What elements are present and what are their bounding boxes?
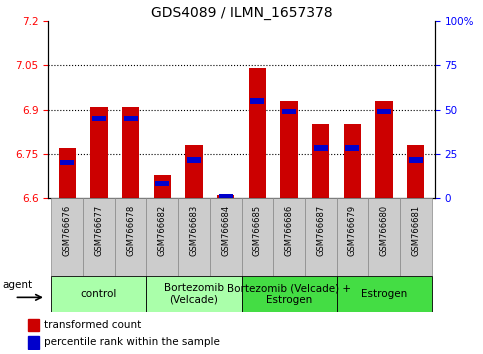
Bar bbox=[28, 336, 40, 349]
Bar bbox=[337, 276, 431, 312]
Bar bbox=[313, 145, 328, 151]
Bar bbox=[83, 198, 115, 276]
Text: GSM766681: GSM766681 bbox=[411, 205, 420, 256]
Bar bbox=[28, 319, 40, 331]
Bar bbox=[343, 125, 361, 198]
Text: Bortezomib (Velcade) +
Estrogen: Bortezomib (Velcade) + Estrogen bbox=[227, 283, 351, 305]
Bar bbox=[250, 98, 265, 104]
Text: agent: agent bbox=[2, 280, 32, 290]
Bar bbox=[218, 194, 233, 199]
Bar bbox=[375, 101, 393, 198]
Bar bbox=[337, 198, 368, 276]
Text: GSM766685: GSM766685 bbox=[253, 205, 262, 256]
Bar bbox=[146, 276, 242, 312]
Text: Estrogen: Estrogen bbox=[361, 289, 407, 299]
Text: transformed count: transformed count bbox=[44, 320, 141, 330]
Bar bbox=[185, 145, 203, 198]
Text: GSM766678: GSM766678 bbox=[126, 205, 135, 256]
Bar bbox=[377, 109, 391, 114]
Text: GSM766680: GSM766680 bbox=[380, 205, 388, 256]
Bar bbox=[242, 198, 273, 276]
Bar bbox=[305, 198, 337, 276]
Bar bbox=[92, 116, 106, 121]
Bar bbox=[345, 145, 359, 151]
Bar bbox=[368, 198, 400, 276]
Text: GSM766679: GSM766679 bbox=[348, 205, 357, 256]
Bar bbox=[409, 157, 423, 162]
Bar bbox=[312, 125, 329, 198]
Title: GDS4089 / ILMN_1657378: GDS4089 / ILMN_1657378 bbox=[151, 6, 332, 20]
Bar bbox=[273, 198, 305, 276]
Bar bbox=[154, 175, 171, 198]
Text: GSM766676: GSM766676 bbox=[63, 205, 72, 256]
Bar bbox=[407, 145, 425, 198]
Bar bbox=[122, 107, 140, 198]
Bar bbox=[146, 198, 178, 276]
Text: GSM766684: GSM766684 bbox=[221, 205, 230, 256]
Text: GSM766677: GSM766677 bbox=[95, 205, 103, 256]
Bar bbox=[58, 148, 76, 198]
Text: GSM766683: GSM766683 bbox=[189, 205, 199, 256]
Bar bbox=[178, 198, 210, 276]
Text: Bortezomib
(Velcade): Bortezomib (Velcade) bbox=[164, 283, 224, 305]
Bar bbox=[249, 68, 266, 198]
Bar bbox=[52, 276, 146, 312]
Bar bbox=[217, 195, 234, 198]
Text: GSM766686: GSM766686 bbox=[284, 205, 294, 256]
Bar bbox=[90, 107, 108, 198]
Bar bbox=[155, 181, 170, 186]
Text: percentile rank within the sample: percentile rank within the sample bbox=[44, 337, 220, 347]
Bar bbox=[187, 157, 201, 162]
Bar bbox=[400, 198, 431, 276]
Bar bbox=[280, 101, 298, 198]
Bar bbox=[210, 198, 242, 276]
Bar bbox=[60, 160, 74, 166]
Text: GSM766687: GSM766687 bbox=[316, 205, 325, 256]
Bar bbox=[115, 198, 146, 276]
Text: control: control bbox=[81, 289, 117, 299]
Text: GSM766682: GSM766682 bbox=[158, 205, 167, 256]
Bar bbox=[52, 198, 83, 276]
Bar bbox=[124, 116, 138, 121]
Bar bbox=[242, 276, 337, 312]
Bar bbox=[282, 109, 296, 114]
